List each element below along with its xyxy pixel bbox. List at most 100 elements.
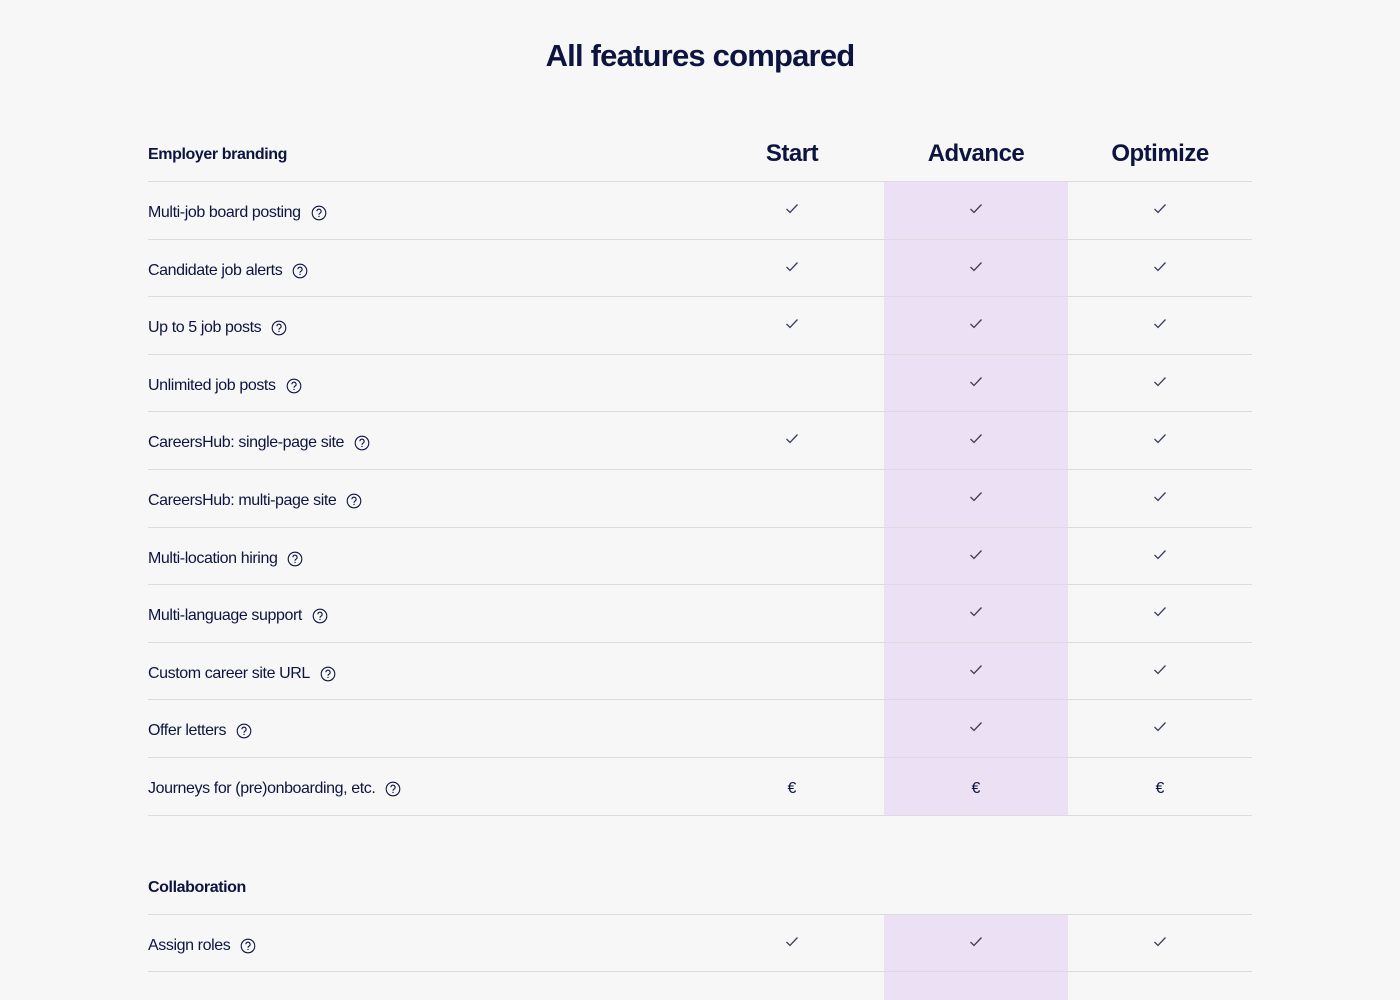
divider [148,353,1252,355]
help-icon[interactable] [312,608,328,624]
check-cell [884,202,1068,216]
feature-text: Unlimited job posts [148,376,276,394]
feature-text: Assign roles [148,936,231,954]
feature-label: Custom career site URL [148,664,336,684]
page-title: All features compared [545,38,856,73]
divider [148,296,1252,298]
help-icon[interactable] [311,205,327,221]
feature-label: Multi-job board posting [148,203,327,223]
check-cell [884,663,1068,677]
check-icon [1154,204,1166,214]
check-cell [1068,935,1252,949]
divider [148,971,1252,973]
check-icon [786,434,798,444]
check-icon [786,204,798,214]
check-cell [884,375,1068,389]
check-icon [970,936,982,947]
help-icon[interactable] [385,781,401,797]
check-icon [970,261,982,272]
section-heading: Employer branding [148,146,287,163]
divider [148,814,1252,816]
divider [148,641,1252,643]
check-cell [1068,202,1252,216]
check-cell [700,260,884,274]
divider [148,411,1252,413]
feature-text: Up to 5 job posts [148,319,262,337]
divider [148,699,1252,701]
check-cell [1068,375,1252,389]
check-cell [884,490,1068,504]
help-icon[interactable] [346,493,362,509]
check-cell [1068,317,1252,331]
check-icon [1154,722,1166,732]
check-icon [786,261,798,272]
check-icon [1154,549,1166,560]
divider [148,757,1252,758]
feature-text: Journeys for (pre)onboarding, etc. [148,780,376,797]
check-cell [884,317,1068,331]
help-icon[interactable] [286,378,302,394]
check-icon [1154,492,1166,502]
check-icon [970,607,982,617]
check-cell [1068,490,1252,504]
check-cell [1068,548,1252,562]
divider [148,238,1252,240]
divider [148,526,1252,528]
section-heading: Collaboration [148,878,246,896]
check-icon [1154,664,1166,675]
help-icon[interactable] [287,551,303,567]
help-icon[interactable] [292,263,308,279]
feature-text: Multi-location hiring [148,549,278,567]
plan-heading: Optimize [1111,140,1209,167]
check-icon [786,936,798,947]
divider [148,181,1252,182]
feature-label: Assign roles [148,936,256,956]
check-cell [884,935,1068,949]
plan-heading: Advance [927,140,1025,167]
check-icon [1154,319,1166,329]
feature-label: Unlimited job posts [148,376,302,396]
help-icon[interactable] [236,723,252,739]
check-cell [884,605,1068,619]
help-icon[interactable] [271,320,287,336]
check-icon [970,722,982,732]
check-cell [884,720,1068,734]
feature-text: Offer letters [148,722,227,740]
check-icon [970,319,982,329]
feature-text: Candidate job alerts [148,261,283,279]
divider [148,913,1252,915]
feature-label: Candidate job alerts [148,261,308,281]
check-icon [1154,936,1166,947]
check-icon [970,434,982,444]
check-icon [970,492,982,502]
help-icon[interactable] [320,666,336,682]
divider [148,584,1252,586]
feature-text: Custom career site URL [148,664,310,682]
check-cell [700,432,884,446]
check-icon [1154,607,1166,617]
feature-label: Up to 5 job posts [148,318,287,338]
check-icon [1154,376,1166,387]
cell-text: € [1155,780,1165,797]
feature-label: Journeys for (pre)onboarding, etc. [148,779,401,799]
help-icon[interactable] [240,938,256,954]
check-cell [884,548,1068,562]
check-cell [884,432,1068,446]
feature-label: CareersHub: single-page site [148,433,370,453]
check-cell [884,260,1068,274]
check-icon [970,549,982,560]
feature-text: Multi-job board posting [148,204,301,221]
divider [148,469,1252,470]
feature-label: Offer letters [148,721,252,741]
help-icon[interactable] [354,435,370,451]
highlight-column [884,914,1068,1000]
check-icon [786,319,798,329]
cell-text: € [787,780,797,797]
check-cell [700,935,884,949]
plan-heading: Start [765,140,819,167]
check-cell [1068,605,1252,619]
check-icon [1154,434,1166,444]
check-cell [1068,663,1252,677]
check-cell [1068,720,1252,734]
